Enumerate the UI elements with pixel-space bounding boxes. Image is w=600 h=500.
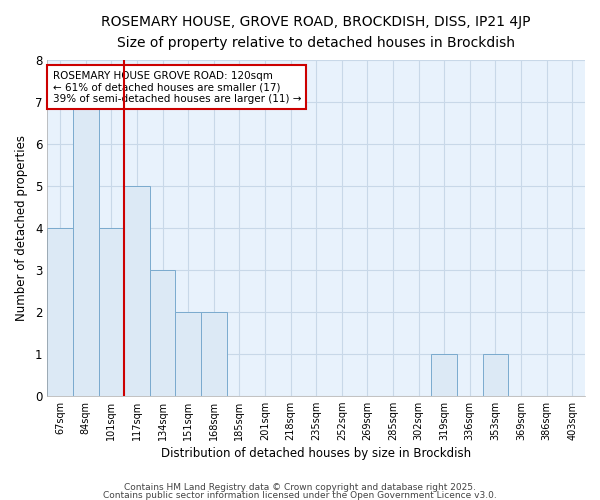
Text: Contains HM Land Registry data © Crown copyright and database right 2025.: Contains HM Land Registry data © Crown c…	[124, 484, 476, 492]
Bar	[73, 102, 98, 396]
Bar	[47, 228, 73, 396]
Title: ROSEMARY HOUSE, GROVE ROAD, BROCKDISH, DISS, IP21 4JP
Size of property relative : ROSEMARY HOUSE, GROVE ROAD, BROCKDISH, D…	[101, 15, 531, 50]
Bar	[98, 228, 124, 396]
Bar	[175, 312, 201, 396]
X-axis label: Distribution of detached houses by size in Brockdish: Distribution of detached houses by size …	[161, 447, 471, 460]
Y-axis label: Number of detached properties: Number of detached properties	[15, 135, 28, 321]
Bar	[482, 354, 508, 396]
Bar	[150, 270, 175, 396]
Bar	[431, 354, 457, 396]
Text: ROSEMARY HOUSE GROVE ROAD: 120sqm
← 61% of detached houses are smaller (17)
39% : ROSEMARY HOUSE GROVE ROAD: 120sqm ← 61% …	[53, 70, 301, 104]
Bar	[124, 186, 150, 396]
Bar	[201, 312, 227, 396]
Text: Contains public sector information licensed under the Open Government Licence v3: Contains public sector information licen…	[103, 490, 497, 500]
